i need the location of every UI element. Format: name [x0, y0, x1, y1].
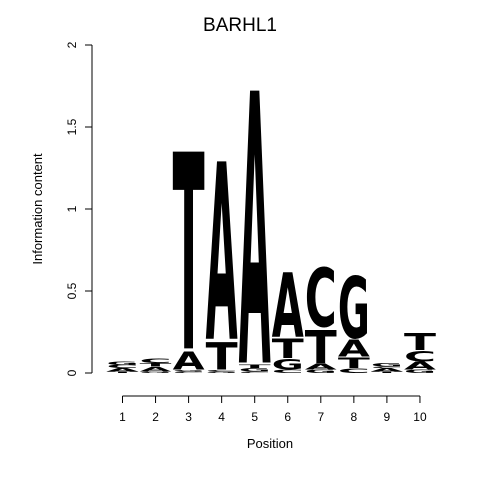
letter-a: A	[305, 362, 337, 372]
letter-a: A	[272, 256, 304, 359]
letter-t: T	[239, 364, 271, 369]
letter-g: G	[272, 356, 304, 373]
letter-c: C	[272, 369, 304, 374]
letter-a: A	[338, 335, 370, 362]
x-tick-label: 7	[317, 410, 324, 424]
y-tick-label: 2	[65, 41, 79, 48]
y-axis: 0 0.5 1 1.5 2	[65, 41, 93, 376]
letter-g: G	[404, 369, 436, 374]
letter-g: G	[107, 361, 139, 366]
x-tick-label: 2	[152, 410, 159, 424]
letter-a: A	[173, 347, 206, 376]
letter-t: T	[107, 371, 139, 373]
x-axis: 1 2 3 4 5 6 7 8 9 10	[119, 395, 427, 424]
letter-c: C	[107, 364, 139, 369]
letter-t: T	[272, 334, 304, 365]
x-axis-label: Position	[247, 436, 293, 451]
letter-a: A	[371, 368, 403, 373]
y-tick-label: 1.5	[65, 118, 79, 135]
letter-t: T	[305, 321, 338, 374]
letter-t: T	[206, 335, 238, 378]
letter-g: G	[338, 260, 370, 359]
letter-c: C	[338, 367, 370, 374]
letter-c: C	[206, 369, 238, 371]
letter-a: A	[140, 366, 172, 373]
letter-c: C	[305, 253, 337, 346]
letter-c: C	[173, 371, 205, 373]
x-tick-label: 9	[384, 410, 391, 424]
y-tick-label: 0	[65, 369, 79, 376]
letter-g: G	[371, 363, 403, 368]
letter-g: G	[140, 371, 172, 373]
x-tick-label: 1	[119, 410, 126, 424]
x-tick-label: 6	[284, 410, 291, 424]
y-tick-label: 1	[65, 205, 79, 212]
letter-t: T	[371, 371, 403, 373]
letter-a: A	[206, 114, 238, 397]
letter-g: G	[305, 369, 337, 374]
y-axis-label: Information content	[30, 153, 45, 265]
letter-t: T	[140, 363, 172, 368]
y-tick-label: 0.5	[65, 282, 79, 299]
chart-title: BARHL1	[203, 15, 277, 36]
letter-c: C	[371, 366, 403, 368]
x-tick-label: 3	[185, 410, 192, 424]
letter-a: A	[107, 368, 139, 373]
x-tick-label: 10	[413, 410, 427, 424]
letter-c: C	[239, 371, 271, 373]
x-tick-label: 8	[351, 410, 358, 424]
letter-t: T	[338, 355, 370, 372]
x-tick-label: 5	[251, 410, 258, 424]
letter-c: C	[404, 348, 436, 365]
letter-g: G	[239, 367, 271, 372]
letter-t: T	[173, 98, 205, 413]
x-tick-label: 4	[218, 410, 225, 424]
letter-t: T	[404, 329, 436, 355]
letter-c: C	[140, 358, 172, 365]
letter-a: A	[239, 17, 271, 451]
letter-a: A	[404, 360, 437, 372]
letter-g: G	[173, 369, 205, 371]
letter-g: G	[206, 371, 238, 373]
